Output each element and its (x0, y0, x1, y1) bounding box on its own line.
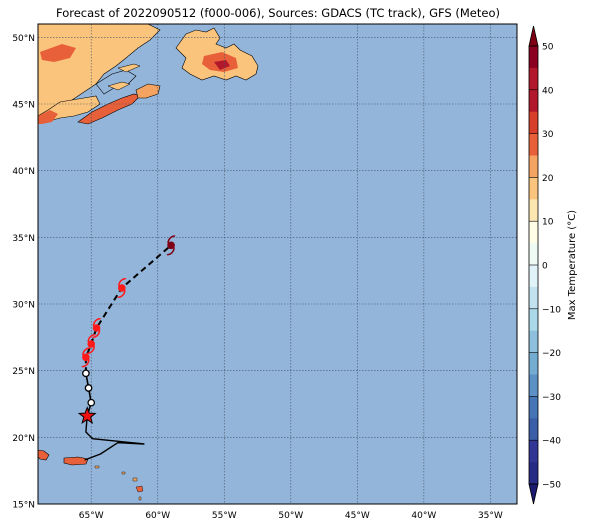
land-maine-warm (38, 110, 58, 124)
colorbar-segment (529, 221, 538, 244)
lat-tick-label: 40°N (12, 167, 35, 177)
land-layer (38, 24, 259, 501)
lat-tick-label: 50°N (12, 34, 35, 44)
lat-tick-label: 35°N (12, 234, 35, 244)
longitude-ticks: 65°W 60°W 55°W 50°W 45°W 40°W 35°W (79, 511, 503, 521)
track-past-line (84, 415, 145, 461)
lat-tick-label: 45°N (12, 101, 35, 111)
colorbar-segment (529, 308, 538, 331)
lon-tick-label: 35°W (478, 511, 503, 521)
lon-tick-label: 55°W (212, 511, 237, 521)
land-anticosti (117, 63, 141, 73)
land-dominica (138, 496, 142, 501)
colorbar-tick-label: 40 (542, 86, 554, 96)
colorbar-segment (529, 177, 538, 200)
colorbar-tick-label: 20 (542, 174, 554, 184)
current-position-star-icon (77, 406, 97, 425)
colorbar-extend-bottom (528, 483, 539, 505)
colorbar-segment (529, 111, 538, 134)
colorbar-segment (529, 396, 538, 419)
colorbar-tick-label: −50 (542, 481, 561, 491)
colorbar-segment (529, 286, 538, 310)
latitude-ticks: 50°N 45°N 40°N 35°N 30°N 25°N 20°N 15°N (12, 34, 35, 511)
lat-tick-label: 15°N (12, 501, 35, 511)
hurricane-symbol (86, 334, 96, 354)
colorbar-segment (529, 418, 538, 441)
colorbar-tick-label: 0 (542, 262, 548, 272)
land-puerto-rico (63, 456, 89, 466)
track-position-dot (87, 398, 96, 407)
colorbar-tick-label: 50 (542, 43, 554, 53)
colorbar-tick-label: −20 (542, 349, 561, 359)
hurricane-symbol (166, 235, 176, 256)
colorbar-segment (529, 155, 538, 178)
hurricane-symbol (92, 318, 102, 338)
map-frame (37, 23, 518, 505)
hurricane-symbol (81, 347, 91, 368)
colorbar: 50 40 30 20 10 0 −10 −20 −30 −40 −50 (528, 25, 561, 505)
lat-tick-label: 30°N (12, 301, 35, 311)
colorbar-segment (529, 352, 538, 375)
lat-tick-label: 25°N (12, 367, 35, 377)
colorbar-segment (529, 330, 538, 353)
lat-tick-label: 20°N (12, 434, 35, 444)
colorbar-segment (529, 243, 538, 266)
graticule (38, 24, 517, 505)
land-pei (107, 81, 131, 91)
land-hispaniola (38, 449, 50, 461)
lon-tick-label: 40°W (411, 511, 436, 521)
colorbar-segment (529, 462, 538, 485)
lon-tick-label: 45°W (345, 511, 370, 521)
colorbar-segment (529, 265, 538, 288)
track-recent-line (85, 373, 93, 417)
colorbar-segment (529, 199, 538, 222)
colorbar-tick-label: 30 (542, 130, 554, 140)
track-position-dot (82, 369, 90, 378)
map-title: Forecast of 2022090512 (f000-006), Sourc… (56, 6, 500, 20)
colorbar-segment (529, 374, 538, 397)
colorbar-segment (529, 89, 538, 112)
track-position-dot (84, 384, 93, 392)
tc-track (77, 235, 176, 461)
lon-tick-label: 60°W (145, 511, 170, 521)
colorbar-label: Max Temperature (°C) (567, 210, 578, 320)
land-virgin-islands (94, 465, 100, 469)
map-panel (37, 23, 518, 505)
colorbar-extend-top (528, 25, 539, 47)
ocean-area (38, 24, 517, 504)
lon-tick-label: 65°W (79, 511, 104, 521)
colorbar-tick-label: −30 (542, 393, 561, 403)
hurricane-symbol (117, 278, 127, 298)
colorbar-tick-label: 10 (542, 218, 554, 228)
lon-tick-label: 50°W (278, 511, 303, 521)
land-labrador-warm (40, 44, 76, 62)
land-antigua (132, 477, 138, 482)
colorbar-segment (529, 133, 538, 156)
colorbar-tick-label: −10 (542, 305, 561, 315)
colorbar-segment (529, 440, 538, 463)
land-guadeloupe (135, 485, 144, 493)
gulf-st-lawrence (95, 69, 137, 95)
land-newfoundland-hot (214, 60, 230, 70)
colorbar-segment (529, 46, 538, 69)
colorbar-segment (529, 67, 538, 91)
land-anguilla (121, 471, 126, 475)
colorbar-tick-label: −40 (542, 437, 561, 447)
